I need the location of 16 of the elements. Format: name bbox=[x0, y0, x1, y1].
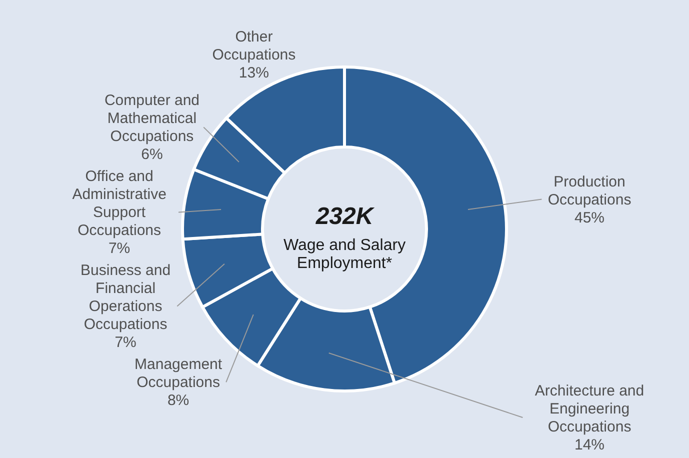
data-label: 14% bbox=[574, 436, 605, 454]
slice-label: Architecture and Engineering Occupations bbox=[534, 382, 644, 436]
slice-label: Production Occupations bbox=[548, 173, 632, 208]
data-label: 8% bbox=[167, 392, 190, 410]
slice-label: Business and Financial Operations Occupations bbox=[80, 262, 171, 334]
text: 232K bbox=[314, 203, 375, 230]
data-label: 7% bbox=[108, 240, 130, 258]
text: Wage and Salary Employment* bbox=[283, 237, 406, 272]
data-label: 7% bbox=[114, 334, 136, 352]
data-label: 13% bbox=[238, 64, 269, 82]
data-label: 6% bbox=[141, 146, 163, 164]
slice-label: Management Occupations bbox=[134, 356, 223, 392]
data-label: 45% bbox=[574, 209, 605, 226]
slice-label: Office and Administrative Support Occupations bbox=[72, 168, 166, 240]
slice-label: Computer and Mathematical Occupations bbox=[104, 92, 200, 146]
slice-label: Other Occupations bbox=[212, 28, 296, 64]
